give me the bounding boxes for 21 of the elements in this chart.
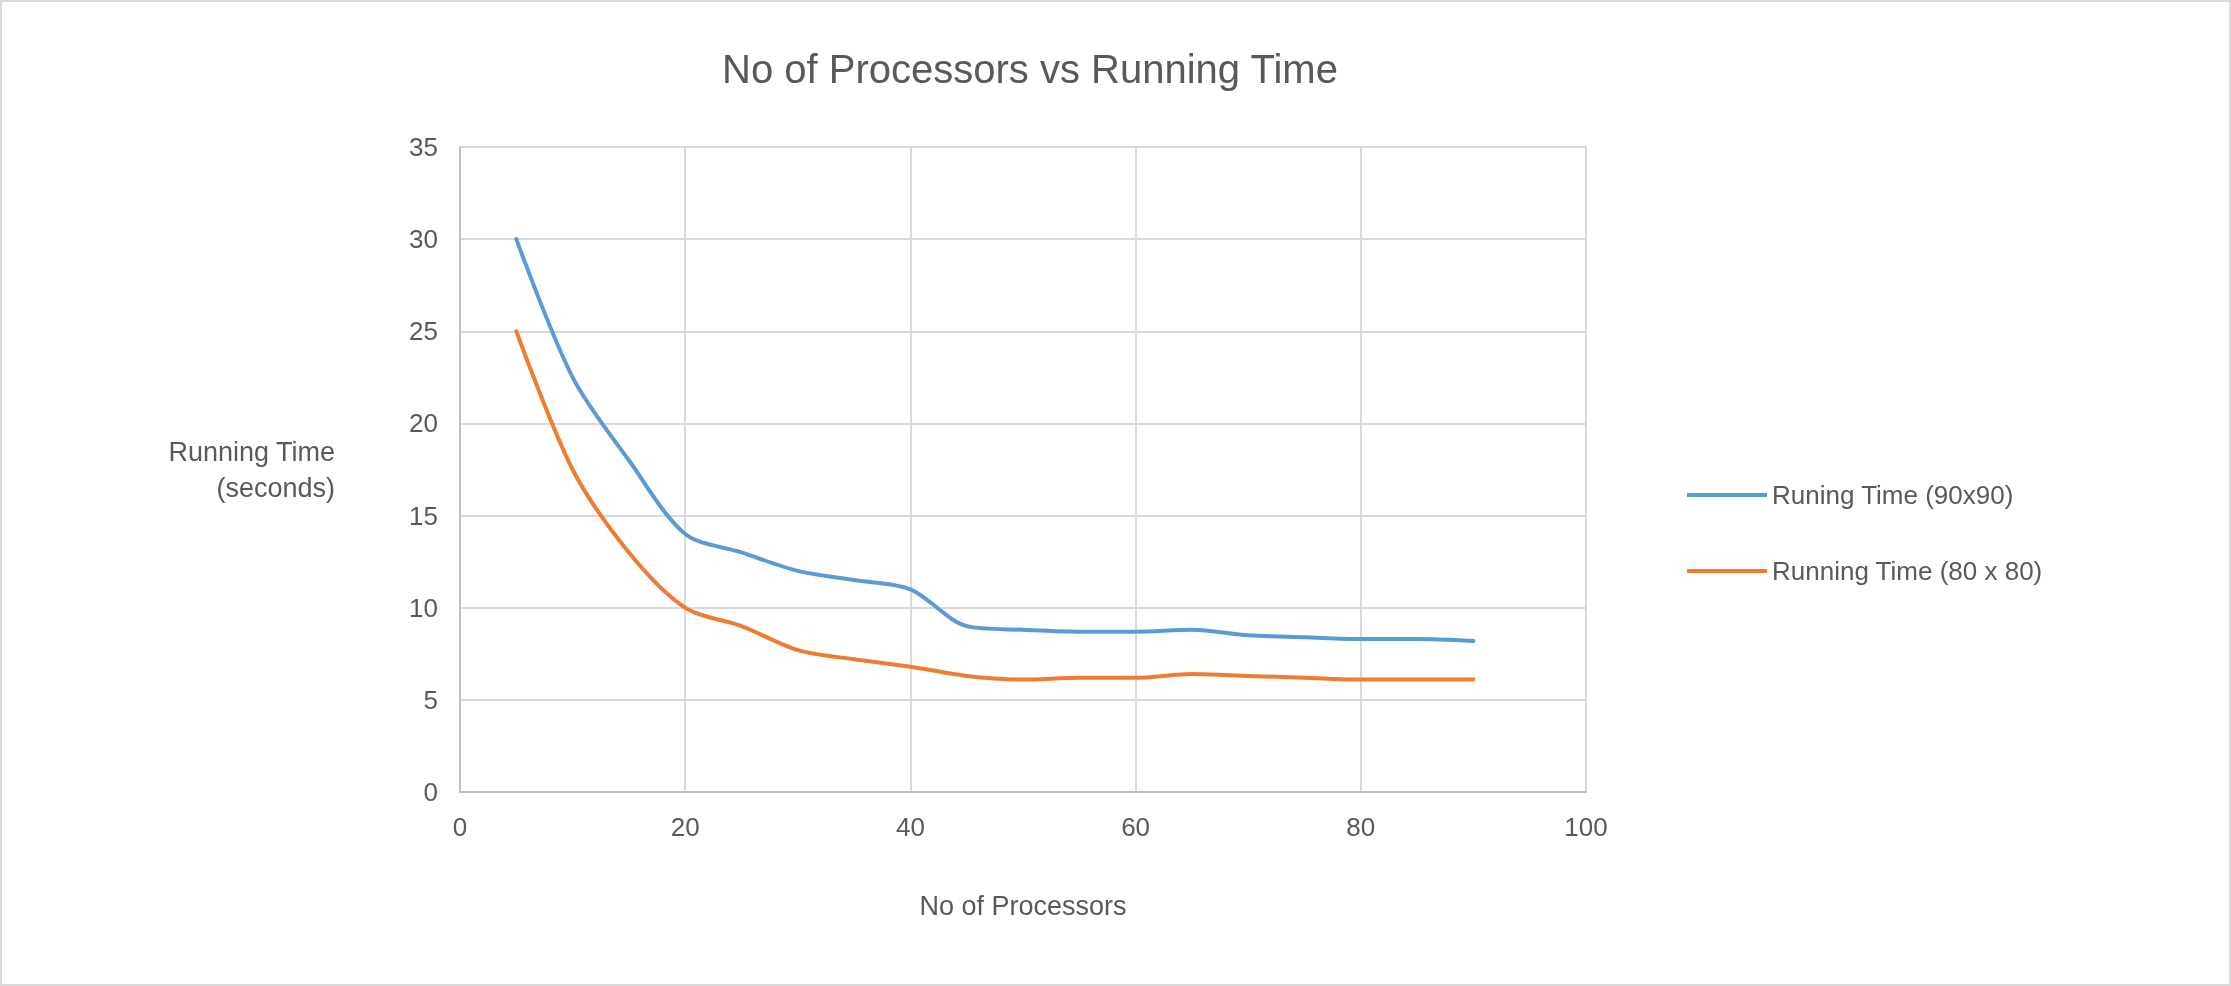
legend-label: Runing Time (90x90) — [1772, 480, 2014, 510]
y-tick-label: 10 — [409, 592, 438, 623]
y-tick-label: 25 — [409, 316, 438, 347]
x-tick-label: 100 — [1564, 812, 1608, 842]
line-series — [514, 329, 1476, 682]
x-tick-label: 0 — [452, 812, 468, 842]
y-tick-label: 0 — [423, 777, 438, 807]
y-tick-label: 35 — [409, 132, 438, 162]
y-axis-title: Running Time (seconds) — [168, 436, 335, 503]
line-series — [514, 237, 1476, 643]
x-tick-label: 20 — [670, 812, 700, 842]
x-tick-label: 40 — [895, 812, 925, 842]
y-tick-label: 30 — [409, 224, 438, 255]
x-axis-title: No of Processors — [919, 890, 1127, 921]
y-tick-label: 15 — [409, 500, 438, 531]
chart-title: No of Processors vs Running Time — [722, 47, 1338, 91]
legend-label: Running Time (80 x 80) — [1772, 556, 2043, 586]
x-tick-label: 60 — [1121, 812, 1151, 842]
x-tick-label: 80 — [1346, 812, 1376, 842]
y-tick-label: 20 — [409, 408, 438, 439]
y-tick-label: 5 — [423, 684, 438, 715]
